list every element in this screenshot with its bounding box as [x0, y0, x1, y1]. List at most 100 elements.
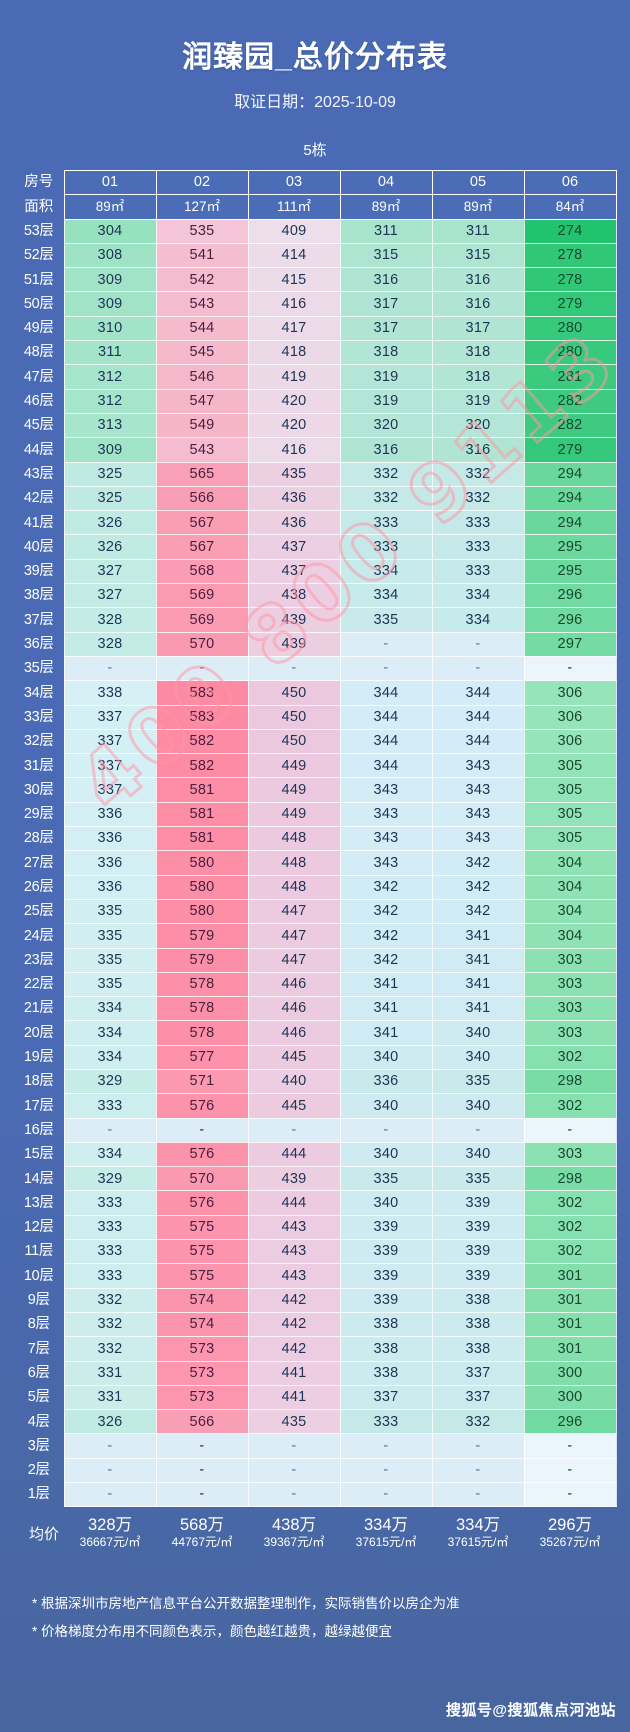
price-cell: 302 [523, 1093, 617, 1119]
table-row: 29层 336 581 449 343 343 305 [14, 801, 617, 828]
row-label-floor: 41层 [23, 514, 54, 531]
price-cell: 450 [247, 680, 341, 706]
price-table: 房号 01 02 03 04 05 06 面积 89㎡ 127㎡ 111㎡ 89㎡ 89㎡ 84㎡ 53层 3… [14, 169, 617, 1508]
price-cell: 326 [63, 510, 157, 536]
price-cell: 580 [155, 850, 249, 876]
price-cell: 344 [431, 728, 525, 755]
price-cell: 339 [339, 1239, 433, 1265]
price-cell: 332 [63, 1287, 157, 1313]
price-cell: 309 [63, 291, 157, 317]
price-cell: 542 [155, 267, 249, 293]
price-cell: 329 [63, 1166, 157, 1192]
price-cell: 305 [523, 777, 617, 803]
price-cell: 304 [523, 850, 617, 876]
price-cell: 341 [431, 923, 525, 949]
price-cell: 439 [247, 631, 341, 657]
price-cell: 448 [247, 874, 341, 900]
table-row: 34层 338 583 450 344 344 306 [14, 680, 617, 706]
price-cell: - [431, 1482, 525, 1508]
table-row: 23层 335 579 447 342 341 303 [14, 947, 617, 973]
row-label-floor: 51层 [23, 271, 54, 288]
price-cell: 334 [63, 1044, 157, 1070]
row-label-floor: 35层 [23, 660, 54, 677]
building-label: 5栋 [303, 142, 327, 159]
price-cell: 339 [339, 1214, 433, 1241]
average-cell: 296万 35267元/㎡ [524, 1516, 616, 1550]
price-cell: 333 [431, 510, 525, 536]
table-row: 33层 337 583 450 344 344 306 [14, 704, 617, 730]
price-cell: 332 [431, 485, 525, 512]
price-cell: 316 [339, 267, 433, 293]
price-cell: - [247, 1433, 341, 1459]
column-area-06: 84㎡ [523, 194, 617, 220]
price-cell: 440 [247, 1068, 341, 1095]
price-cell: 339 [431, 1263, 525, 1289]
row-label-floor: 1层 [27, 1486, 50, 1503]
column-header-03: 03 [247, 169, 341, 196]
price-cell: - [523, 1433, 617, 1459]
price-cell: 575 [155, 1263, 249, 1289]
average-total: 296万 [547, 1516, 593, 1535]
price-cell: 580 [155, 874, 249, 900]
average-row-label: 均价 [28, 1525, 59, 1543]
price-cell: 416 [247, 291, 341, 317]
price-cell: 300 [523, 1384, 617, 1411]
price-cell: - [339, 1457, 433, 1484]
price-cell: 344 [339, 680, 433, 706]
price-cell: 446 [247, 1020, 341, 1046]
price-cell: 335 [431, 1068, 525, 1095]
price-cell: 302 [523, 1239, 617, 1265]
price-cell: 319 [339, 364, 433, 390]
row-label-floor: 19层 [23, 1049, 54, 1066]
table-row: 10层 333 575 443 339 339 301 [14, 1263, 617, 1289]
row-label-floor: 52层 [23, 247, 54, 264]
price-cell: 442 [247, 1287, 341, 1313]
price-cell: 338 [339, 1336, 433, 1362]
footnotes: * 根据深圳市房地产信息平台公开数据整理制作，实际销售价以房企为准 * 价格梯度… [0, 1590, 630, 1645]
price-cell: 339 [431, 1190, 525, 1216]
price-cell: 333 [431, 558, 525, 585]
price-cell: 541 [155, 242, 249, 269]
price-cell: 304 [523, 874, 617, 900]
row-label-floor: 28层 [23, 830, 54, 847]
row-label-floor: 50层 [23, 295, 54, 312]
price-cell: 335 [339, 1166, 433, 1192]
price-cell: 304 [63, 218, 157, 244]
table-row: 41层 326 567 436 333 333 294 [14, 510, 617, 536]
price-cell: 439 [247, 1166, 341, 1192]
price-table-wrapper: 房号 01 02 03 04 05 06 面积 89㎡ 127㎡ 111㎡ 89㎡ 89㎡ 84㎡ 53层 3… [14, 169, 617, 1508]
price-cell: 317 [339, 291, 433, 317]
average-unit-price: 39367元/㎡ [263, 1535, 325, 1550]
price-cell: 341 [339, 971, 433, 998]
price-cell: 340 [339, 1093, 433, 1119]
price-cell: 573 [155, 1336, 249, 1362]
row-label-floor: 38层 [23, 587, 54, 604]
row-label-floor: 17层 [23, 1097, 54, 1114]
price-cell: 544 [155, 315, 249, 342]
price-cell: 337 [63, 728, 157, 755]
price-cell: 566 [155, 485, 249, 512]
row-label-floor: 18层 [23, 1073, 54, 1090]
price-cell: 301 [523, 1311, 617, 1338]
price-cell: 320 [431, 412, 525, 439]
price-cell: 575 [155, 1239, 249, 1265]
price-cell: - [247, 1117, 341, 1143]
price-cell: 343 [339, 826, 433, 852]
price-cell: 447 [247, 923, 341, 949]
price-cell: 311 [339, 218, 433, 244]
price-cell: 420 [247, 388, 341, 414]
table-row: 38层 327 569 438 334 334 296 [14, 583, 617, 609]
price-cell: 296 [523, 1409, 617, 1435]
price-cell: - [523, 655, 617, 682]
price-cell: 439 [247, 607, 341, 633]
price-cell: 303 [523, 947, 617, 973]
price-cell: 445 [247, 1044, 341, 1070]
price-cell: 438 [247, 583, 341, 609]
price-cell: 316 [431, 291, 525, 317]
price-cell: 320 [339, 412, 433, 439]
price-cell: 583 [155, 704, 249, 730]
price-cell: 304 [523, 923, 617, 949]
price-cell: 338 [63, 680, 157, 706]
page-title: 润臻园_总价分布表 [182, 41, 448, 74]
price-cell: 343 [339, 850, 433, 876]
